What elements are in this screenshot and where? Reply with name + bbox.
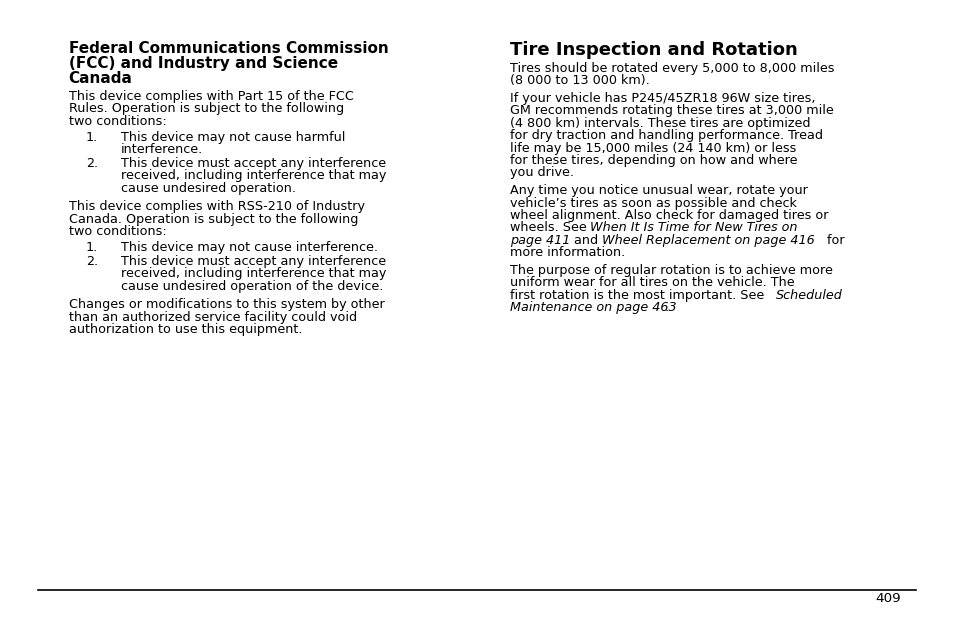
Text: GM recommends rotating these tires at 3,000 mile: GM recommends rotating these tires at 3,… [510,104,833,118]
Text: page 411: page 411 [510,234,570,247]
Text: uniform wear for all tires on the vehicle. The: uniform wear for all tires on the vehicl… [510,277,794,289]
Text: more information.: more information. [510,246,625,259]
Text: This device must accept any interference: This device must accept any interference [121,157,386,170]
Text: authorization to use this equipment.: authorization to use this equipment. [69,323,302,336]
Text: 409: 409 [875,593,901,605]
Text: interference.: interference. [121,143,203,156]
Text: for dry traction and handling performance. Tread: for dry traction and handling performanc… [510,129,822,142]
Text: (FCC) and Industry and Science: (FCC) and Industry and Science [69,56,337,71]
Text: two conditions:: two conditions: [69,225,166,238]
Text: for: for [822,234,844,247]
Text: If your vehicle has P245/45ZR18 96W size tires,: If your vehicle has P245/45ZR18 96W size… [510,92,815,105]
Text: Tires should be rotated every 5,000 to 8,000 miles: Tires should be rotated every 5,000 to 8… [510,62,834,75]
Text: 1.: 1. [86,241,98,254]
Text: Maintenance on page 463: Maintenance on page 463 [510,301,677,314]
Text: Rules. Operation is subject to the following: Rules. Operation is subject to the follo… [69,102,343,115]
Text: Federal Communications Commission: Federal Communications Commission [69,41,388,57]
Text: wheels. See: wheels. See [510,221,591,235]
Text: cause undesired operation of the device.: cause undesired operation of the device. [121,280,383,293]
Text: Canada: Canada [69,71,132,86]
Text: (8 000 to 13 000 km).: (8 000 to 13 000 km). [510,74,649,87]
Text: than an authorized service facility could void: than an authorized service facility coul… [69,310,356,324]
Text: two conditions:: two conditions: [69,114,166,128]
Text: .: . [664,301,668,314]
Text: This device must accept any interference: This device must accept any interference [121,255,386,268]
Text: Scheduled: Scheduled [775,289,841,301]
Text: you drive.: you drive. [510,167,574,179]
Text: wheel alignment. Also check for damaged tires or: wheel alignment. Also check for damaged … [510,209,828,222]
Text: Canada. Operation is subject to the following: Canada. Operation is subject to the foll… [69,212,357,226]
Text: Any time you notice unusual wear, rotate your: Any time you notice unusual wear, rotate… [510,184,807,197]
Text: When It Is Time for New Tires on: When It Is Time for New Tires on [589,221,797,235]
Text: This device complies with RSS-210 of Industry: This device complies with RSS-210 of Ind… [69,200,364,213]
Text: life may be 15,000 miles (24 140 km) or less: life may be 15,000 miles (24 140 km) or … [510,142,796,155]
Text: The purpose of regular rotation is to achieve more: The purpose of regular rotation is to ac… [510,264,832,277]
Text: vehicle’s tires as soon as possible and check: vehicle’s tires as soon as possible and … [510,197,797,210]
Text: This device may not cause interference.: This device may not cause interference. [121,241,377,254]
Text: received, including interference that may: received, including interference that ma… [121,267,386,280]
Text: 2.: 2. [86,157,98,170]
Text: (4 800 km) intervals. These tires are optimized: (4 800 km) intervals. These tires are op… [510,117,810,130]
Text: for these tires, depending on how and where: for these tires, depending on how and wh… [510,154,797,167]
Text: This device complies with Part 15 of the FCC: This device complies with Part 15 of the… [69,90,354,103]
Text: cause undesired operation.: cause undesired operation. [121,182,295,195]
Text: 1.: 1. [86,131,98,144]
Text: Wheel Replacement on page 416: Wheel Replacement on page 416 [601,234,814,247]
Text: Tire Inspection and Rotation: Tire Inspection and Rotation [510,41,798,59]
Text: Changes or modifications to this system by other: Changes or modifications to this system … [69,298,384,311]
Text: This device may not cause harmful: This device may not cause harmful [121,131,345,144]
Text: and: and [569,234,601,247]
Text: received, including interference that may: received, including interference that ma… [121,169,386,183]
Text: first rotation is the most important. See: first rotation is the most important. Se… [510,289,768,301]
Text: 2.: 2. [86,255,98,268]
